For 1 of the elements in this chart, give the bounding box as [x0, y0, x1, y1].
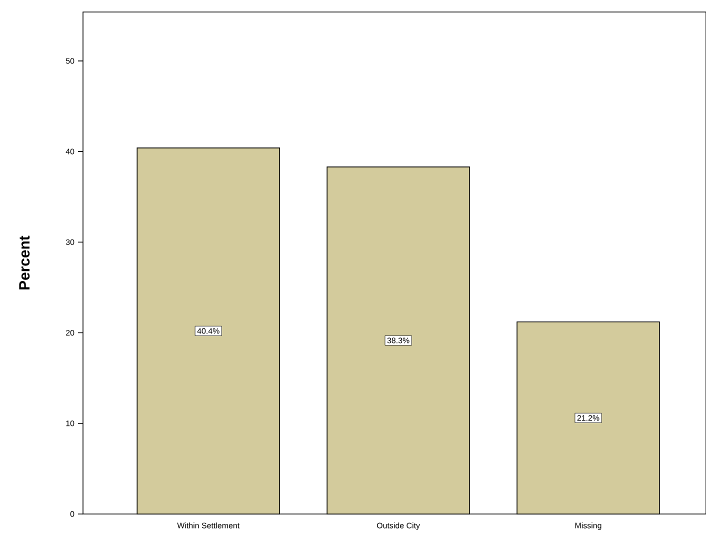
y-axis-title: Percent [19, 236, 30, 290]
